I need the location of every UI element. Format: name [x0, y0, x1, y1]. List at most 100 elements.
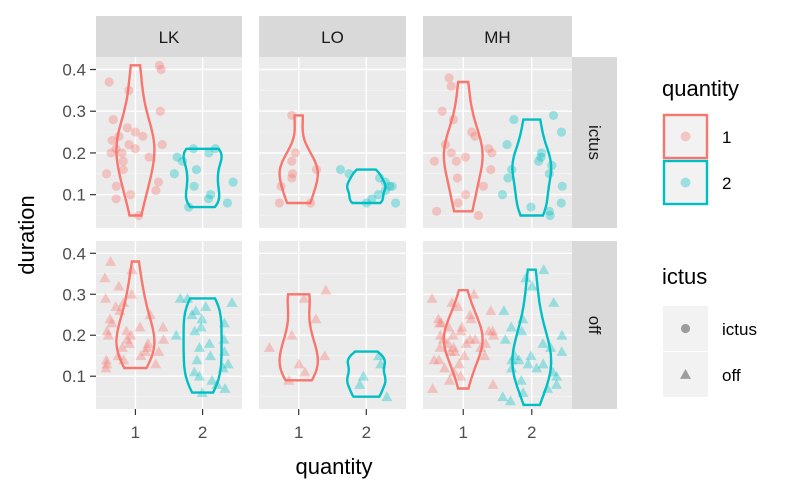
- data-point: [381, 391, 393, 402]
- data-point: [206, 190, 216, 200]
- data-point: [193, 370, 205, 381]
- data-point: [506, 354, 518, 365]
- legend-key-violin: [662, 113, 709, 160]
- data-point: [557, 181, 567, 191]
- data-point: [465, 313, 477, 324]
- data-point: [104, 313, 116, 324]
- data-point: [226, 296, 238, 307]
- data-point: [153, 177, 164, 187]
- data-point: [151, 185, 161, 196]
- data-point: [429, 156, 440, 166]
- data-point: [384, 181, 395, 191]
- data-point: [106, 317, 118, 328]
- data-point: [102, 329, 114, 340]
- data-point: [200, 301, 212, 311]
- data-point: [106, 148, 116, 158]
- data-point: [222, 358, 234, 369]
- data-point: [470, 131, 480, 141]
- data-point: [157, 321, 169, 332]
- data-point: [455, 370, 467, 381]
- data-point: [193, 342, 205, 352]
- data-point: [195, 321, 207, 332]
- data-point: [118, 296, 130, 307]
- data-point: [478, 181, 489, 191]
- data-point: [544, 169, 554, 179]
- data-point: [448, 366, 460, 377]
- data-point: [435, 317, 447, 328]
- data-point: [447, 329, 459, 340]
- data-point: [536, 148, 547, 158]
- facet-strip-off: [572, 241, 617, 409]
- data-point: [177, 156, 188, 166]
- legend-quantity: quantity 1 2: [662, 76, 739, 206]
- data-point: [101, 358, 113, 369]
- data-point: [487, 325, 499, 336]
- data-point: [172, 152, 182, 162]
- data-point: [287, 169, 298, 179]
- legend-key-bg: [663, 114, 708, 159]
- data-point: [516, 325, 528, 336]
- facet-strip-LK: [96, 16, 242, 57]
- data-point: [188, 366, 200, 377]
- data-point: [196, 387, 208, 398]
- data-point: [464, 309, 476, 320]
- panel-LK-ictus: [96, 57, 242, 228]
- x-tick-label: 2: [198, 423, 207, 442]
- data-point: [551, 378, 563, 389]
- data-point: [299, 366, 311, 377]
- data-point: [319, 350, 331, 361]
- data-point: [123, 337, 135, 348]
- data-point: [125, 329, 137, 340]
- data-point: [525, 350, 537, 361]
- data-point: [460, 190, 471, 200]
- data-point: [188, 144, 199, 154]
- data-point: [483, 325, 495, 336]
- data-point: [556, 329, 568, 340]
- violin-q2: [182, 147, 223, 209]
- legend-key-point: [680, 177, 691, 188]
- violin-q1: [442, 289, 484, 390]
- data-point: [488, 329, 500, 340]
- data-point: [111, 144, 121, 154]
- data-point: [116, 342, 128, 352]
- data-point: [191, 354, 203, 365]
- data-point: [118, 354, 130, 365]
- y-tick-label: 0.3: [62, 285, 86, 304]
- data-point: [443, 321, 455, 332]
- data-point: [522, 358, 534, 369]
- data-point: [375, 358, 387, 369]
- data-point: [287, 110, 297, 120]
- data-point: [122, 123, 133, 133]
- data-point: [468, 288, 480, 299]
- data-point: [181, 292, 193, 303]
- data-point: [380, 177, 390, 187]
- data-point: [432, 206, 442, 216]
- data-point: [487, 378, 499, 389]
- data-point: [507, 165, 517, 175]
- data-point: [283, 374, 295, 385]
- data-point: [101, 325, 113, 336]
- legend-quantity-title: quantity: [662, 76, 739, 101]
- data-point: [155, 106, 165, 116]
- data-point: [110, 301, 122, 311]
- data-point: [101, 169, 112, 179]
- data-point: [485, 305, 497, 316]
- data-point: [469, 333, 481, 344]
- data-point: [551, 370, 563, 381]
- data-point: [544, 206, 554, 216]
- data-point: [509, 350, 521, 361]
- data-point: [169, 169, 179, 179]
- data-point: [111, 181, 121, 191]
- data-point: [310, 313, 322, 324]
- violin-q2: [182, 297, 223, 394]
- x-tick-label: 2: [362, 423, 371, 442]
- data-point: [547, 366, 559, 377]
- data-point: [154, 60, 164, 70]
- data-point: [218, 317, 230, 328]
- data-point: [293, 358, 305, 369]
- facet-label-MH: MH: [484, 28, 510, 47]
- facet-strip-MH: [423, 16, 572, 57]
- y-axis-title: duration: [14, 195, 39, 275]
- x-tick-label: 2: [527, 423, 536, 442]
